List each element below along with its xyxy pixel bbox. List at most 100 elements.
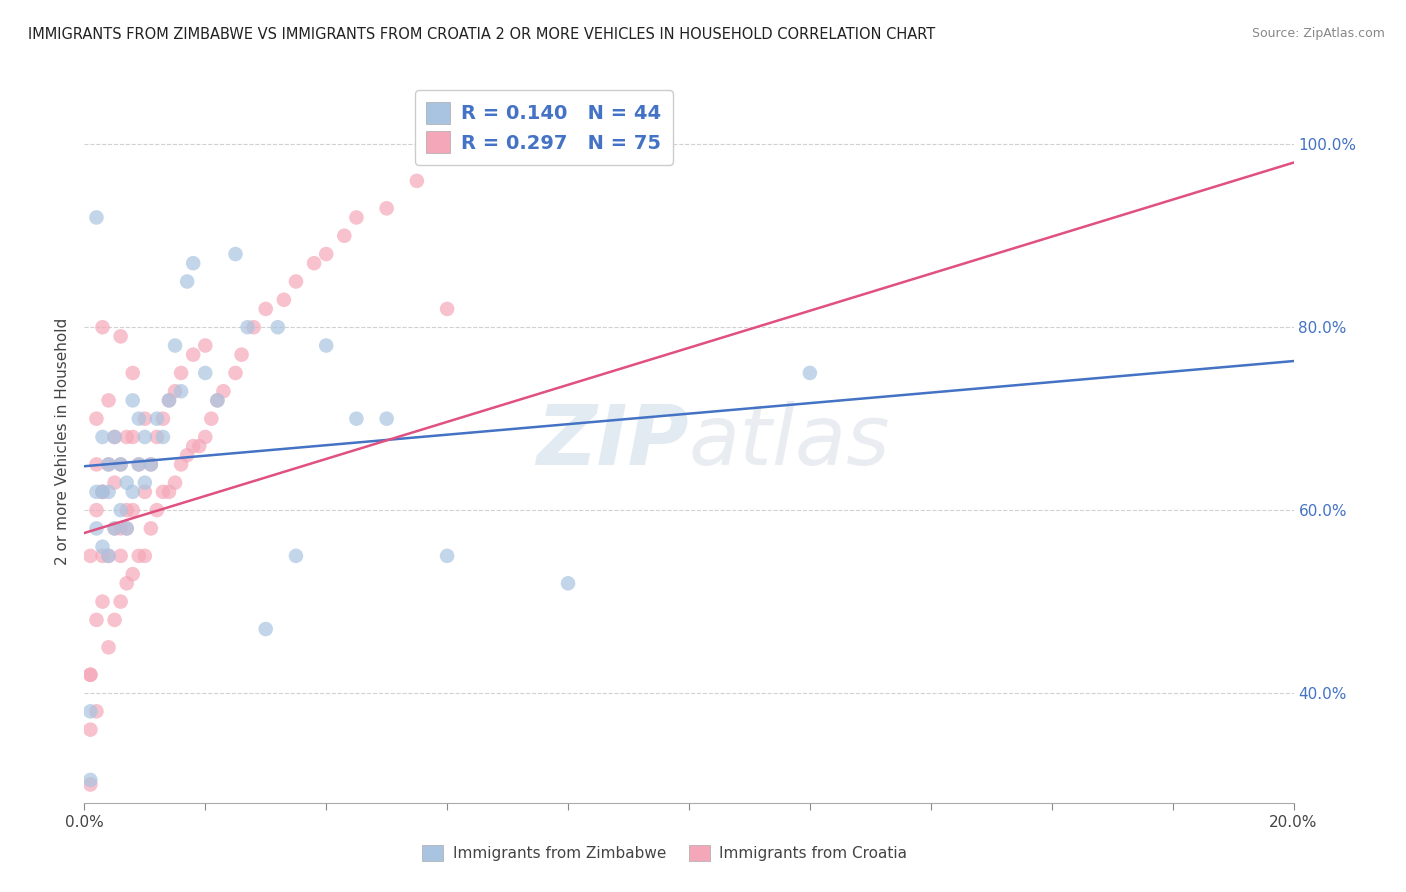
Point xyxy=(152,484,174,499)
Point xyxy=(79,723,101,737)
Point xyxy=(170,458,193,472)
Point xyxy=(128,549,150,563)
Point xyxy=(254,622,277,636)
Text: ZIP: ZIP xyxy=(536,401,689,482)
Point xyxy=(375,411,398,425)
Point xyxy=(110,521,132,535)
Point xyxy=(121,567,143,582)
Point xyxy=(181,439,204,453)
Point xyxy=(104,521,127,535)
Text: IMMIGRANTS FROM ZIMBABWE VS IMMIGRANTS FROM CROATIA 2 OR MORE VEHICLES IN HOUSEH: IMMIGRANTS FROM ZIMBABWE VS IMMIGRANTS F… xyxy=(28,27,935,42)
Point xyxy=(91,484,114,499)
Point xyxy=(104,430,127,444)
Point xyxy=(97,484,120,499)
Point xyxy=(91,320,114,334)
Y-axis label: 2 or more Vehicles in Household: 2 or more Vehicles in Household xyxy=(55,318,70,566)
Point xyxy=(157,393,180,408)
Point xyxy=(97,549,120,563)
Point xyxy=(79,777,101,791)
Point xyxy=(110,594,132,608)
Point xyxy=(110,458,132,472)
Point xyxy=(121,430,143,444)
Point xyxy=(86,484,108,499)
Point xyxy=(121,366,143,380)
Point xyxy=(188,439,211,453)
Point xyxy=(91,594,114,608)
Point xyxy=(79,704,101,718)
Point xyxy=(139,458,162,472)
Point xyxy=(134,475,156,490)
Point xyxy=(128,458,150,472)
Point xyxy=(273,293,295,307)
Point xyxy=(375,202,398,216)
Point xyxy=(86,458,108,472)
Point xyxy=(104,475,127,490)
Legend: Immigrants from Zimbabwe, Immigrants from Croatia: Immigrants from Zimbabwe, Immigrants fro… xyxy=(416,839,914,867)
Point xyxy=(315,338,337,352)
Point xyxy=(79,549,101,563)
Point xyxy=(104,521,127,535)
Point xyxy=(181,348,204,362)
Point xyxy=(110,503,132,517)
Point xyxy=(315,247,337,261)
Point xyxy=(225,366,247,380)
Point xyxy=(152,430,174,444)
Point xyxy=(436,549,458,563)
Point xyxy=(799,366,821,380)
Point xyxy=(115,521,138,535)
Point xyxy=(79,772,101,787)
Point xyxy=(139,458,162,472)
Point xyxy=(104,613,127,627)
Point xyxy=(254,301,277,316)
Point xyxy=(91,549,114,563)
Point xyxy=(134,411,156,425)
Point xyxy=(152,411,174,425)
Point xyxy=(231,348,253,362)
Point xyxy=(97,549,120,563)
Point xyxy=(104,430,127,444)
Point xyxy=(212,384,235,399)
Point xyxy=(91,484,114,499)
Point xyxy=(79,667,101,681)
Point xyxy=(236,320,259,334)
Point xyxy=(285,275,308,289)
Point xyxy=(302,256,325,270)
Point xyxy=(181,256,204,270)
Point xyxy=(333,228,356,243)
Point xyxy=(128,411,150,425)
Point xyxy=(86,411,108,425)
Point xyxy=(194,366,217,380)
Point xyxy=(194,430,217,444)
Point xyxy=(200,411,222,425)
Point xyxy=(134,430,156,444)
Point xyxy=(86,704,108,718)
Point xyxy=(110,329,132,343)
Point xyxy=(121,484,143,499)
Point xyxy=(176,448,198,462)
Point xyxy=(97,393,120,408)
Point xyxy=(97,458,120,472)
Point xyxy=(91,484,114,499)
Point xyxy=(267,320,290,334)
Point xyxy=(207,393,229,408)
Point xyxy=(121,503,143,517)
Point xyxy=(242,320,264,334)
Text: Source: ZipAtlas.com: Source: ZipAtlas.com xyxy=(1251,27,1385,40)
Point xyxy=(225,247,247,261)
Point xyxy=(121,393,143,408)
Point xyxy=(97,640,120,655)
Point xyxy=(97,458,120,472)
Point xyxy=(557,576,579,591)
Point xyxy=(86,521,108,535)
Point xyxy=(134,549,156,563)
Point xyxy=(110,458,132,472)
Point xyxy=(176,275,198,289)
Point xyxy=(406,174,429,188)
Point xyxy=(115,475,138,490)
Text: atlas: atlas xyxy=(689,401,890,482)
Point xyxy=(110,549,132,563)
Point xyxy=(207,393,229,408)
Point xyxy=(170,366,193,380)
Point xyxy=(91,540,114,554)
Point xyxy=(79,667,101,681)
